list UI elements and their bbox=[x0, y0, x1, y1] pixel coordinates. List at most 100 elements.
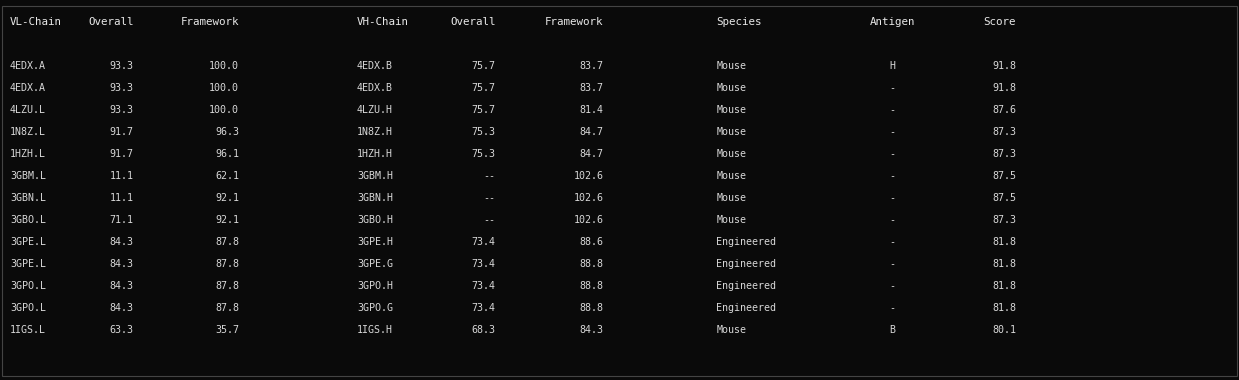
Text: 4LZU.L: 4LZU.L bbox=[10, 105, 46, 115]
Text: 96.3: 96.3 bbox=[216, 127, 239, 137]
Text: 87.5: 87.5 bbox=[992, 171, 1016, 181]
Text: Framework: Framework bbox=[545, 17, 603, 27]
Text: Overall: Overall bbox=[450, 17, 496, 27]
Text: Mouse: Mouse bbox=[716, 105, 746, 115]
Text: 75.3: 75.3 bbox=[472, 127, 496, 137]
Text: 84.3: 84.3 bbox=[110, 281, 134, 291]
Text: 3GPE.H: 3GPE.H bbox=[357, 237, 393, 247]
Text: 88.8: 88.8 bbox=[580, 281, 603, 291]
Text: 3GPE.L: 3GPE.L bbox=[10, 237, 46, 247]
Text: 1IGS.L: 1IGS.L bbox=[10, 325, 46, 335]
Text: 11.1: 11.1 bbox=[110, 171, 134, 181]
Text: 91.7: 91.7 bbox=[110, 127, 134, 137]
Text: -: - bbox=[890, 171, 895, 181]
Text: 3GPO.L: 3GPO.L bbox=[10, 281, 46, 291]
Text: 102.6: 102.6 bbox=[574, 193, 603, 203]
Text: VL-Chain: VL-Chain bbox=[10, 17, 62, 27]
Text: 3GBM.H: 3GBM.H bbox=[357, 171, 393, 181]
Text: 84.3: 84.3 bbox=[580, 325, 603, 335]
Text: -: - bbox=[890, 259, 895, 269]
Text: 68.3: 68.3 bbox=[472, 325, 496, 335]
Text: 3GPO.H: 3GPO.H bbox=[357, 281, 393, 291]
Text: 81.4: 81.4 bbox=[580, 105, 603, 115]
Text: 1N8Z.H: 1N8Z.H bbox=[357, 127, 393, 137]
Text: 3GBM.L: 3GBM.L bbox=[10, 171, 46, 181]
Text: -: - bbox=[890, 237, 895, 247]
Text: 88.6: 88.6 bbox=[580, 237, 603, 247]
Text: Score: Score bbox=[984, 17, 1016, 27]
Text: 4LZU.H: 4LZU.H bbox=[357, 105, 393, 115]
Text: Engineered: Engineered bbox=[716, 303, 776, 313]
Text: 3GPO.L: 3GPO.L bbox=[10, 303, 46, 313]
Text: 100.0: 100.0 bbox=[209, 61, 239, 71]
Text: -: - bbox=[890, 281, 895, 291]
Text: 91.7: 91.7 bbox=[110, 149, 134, 159]
Text: Species: Species bbox=[716, 17, 762, 27]
Text: Mouse: Mouse bbox=[716, 83, 746, 93]
Text: 83.7: 83.7 bbox=[580, 61, 603, 71]
Text: 84.7: 84.7 bbox=[580, 149, 603, 159]
Text: 87.3: 87.3 bbox=[992, 215, 1016, 225]
Text: --: -- bbox=[483, 171, 496, 181]
Text: 1N8Z.L: 1N8Z.L bbox=[10, 127, 46, 137]
Text: 83.7: 83.7 bbox=[580, 83, 603, 93]
Text: 87.8: 87.8 bbox=[216, 303, 239, 313]
Text: 3GPE.G: 3GPE.G bbox=[357, 259, 393, 269]
Text: -: - bbox=[890, 193, 895, 203]
Text: 4EDX.B: 4EDX.B bbox=[357, 61, 393, 71]
Text: 71.1: 71.1 bbox=[110, 215, 134, 225]
Text: 3GBO.H: 3GBO.H bbox=[357, 215, 393, 225]
Text: 96.1: 96.1 bbox=[216, 149, 239, 159]
Text: Overall: Overall bbox=[88, 17, 134, 27]
Text: 62.1: 62.1 bbox=[216, 171, 239, 181]
Text: 93.3: 93.3 bbox=[110, 61, 134, 71]
Text: 84.3: 84.3 bbox=[110, 303, 134, 313]
Text: Engineered: Engineered bbox=[716, 259, 776, 269]
Text: Mouse: Mouse bbox=[716, 61, 746, 71]
Text: -: - bbox=[890, 105, 895, 115]
Text: 88.8: 88.8 bbox=[580, 303, 603, 313]
Text: 87.6: 87.6 bbox=[992, 105, 1016, 115]
Text: 3GPE.L: 3GPE.L bbox=[10, 259, 46, 269]
Text: 75.7: 75.7 bbox=[472, 105, 496, 115]
Text: 75.3: 75.3 bbox=[472, 149, 496, 159]
Text: 73.4: 73.4 bbox=[472, 281, 496, 291]
Text: 81.8: 81.8 bbox=[992, 281, 1016, 291]
Text: 4EDX.B: 4EDX.B bbox=[357, 83, 393, 93]
Text: Mouse: Mouse bbox=[716, 171, 746, 181]
Text: Mouse: Mouse bbox=[716, 325, 746, 335]
Text: --: -- bbox=[483, 193, 496, 203]
Text: Engineered: Engineered bbox=[716, 281, 776, 291]
Text: 100.0: 100.0 bbox=[209, 105, 239, 115]
Text: 102.6: 102.6 bbox=[574, 171, 603, 181]
Text: 73.4: 73.4 bbox=[472, 303, 496, 313]
Text: Framework: Framework bbox=[181, 17, 239, 27]
Text: 84.3: 84.3 bbox=[110, 237, 134, 247]
Text: Mouse: Mouse bbox=[716, 215, 746, 225]
Text: 81.8: 81.8 bbox=[992, 237, 1016, 247]
Text: 63.3: 63.3 bbox=[110, 325, 134, 335]
Text: 81.8: 81.8 bbox=[992, 259, 1016, 269]
Text: 92.1: 92.1 bbox=[216, 193, 239, 203]
Text: 1HZH.H: 1HZH.H bbox=[357, 149, 393, 159]
Text: -: - bbox=[890, 83, 895, 93]
Text: Mouse: Mouse bbox=[716, 127, 746, 137]
Text: VH-Chain: VH-Chain bbox=[357, 17, 409, 27]
Text: 87.8: 87.8 bbox=[216, 259, 239, 269]
Text: 88.8: 88.8 bbox=[580, 259, 603, 269]
Text: 3GPO.G: 3GPO.G bbox=[357, 303, 393, 313]
Text: 91.8: 91.8 bbox=[992, 61, 1016, 71]
Text: 87.3: 87.3 bbox=[992, 149, 1016, 159]
Text: H: H bbox=[890, 61, 895, 71]
Text: --: -- bbox=[483, 215, 496, 225]
Text: -: - bbox=[890, 149, 895, 159]
Text: -: - bbox=[890, 303, 895, 313]
Text: 84.7: 84.7 bbox=[580, 127, 603, 137]
Text: 93.3: 93.3 bbox=[110, 105, 134, 115]
Text: 35.7: 35.7 bbox=[216, 325, 239, 335]
Text: 87.3: 87.3 bbox=[992, 127, 1016, 137]
Text: 102.6: 102.6 bbox=[574, 215, 603, 225]
Text: 81.8: 81.8 bbox=[992, 303, 1016, 313]
Text: 73.4: 73.4 bbox=[472, 259, 496, 269]
Text: 3GBN.L: 3GBN.L bbox=[10, 193, 46, 203]
